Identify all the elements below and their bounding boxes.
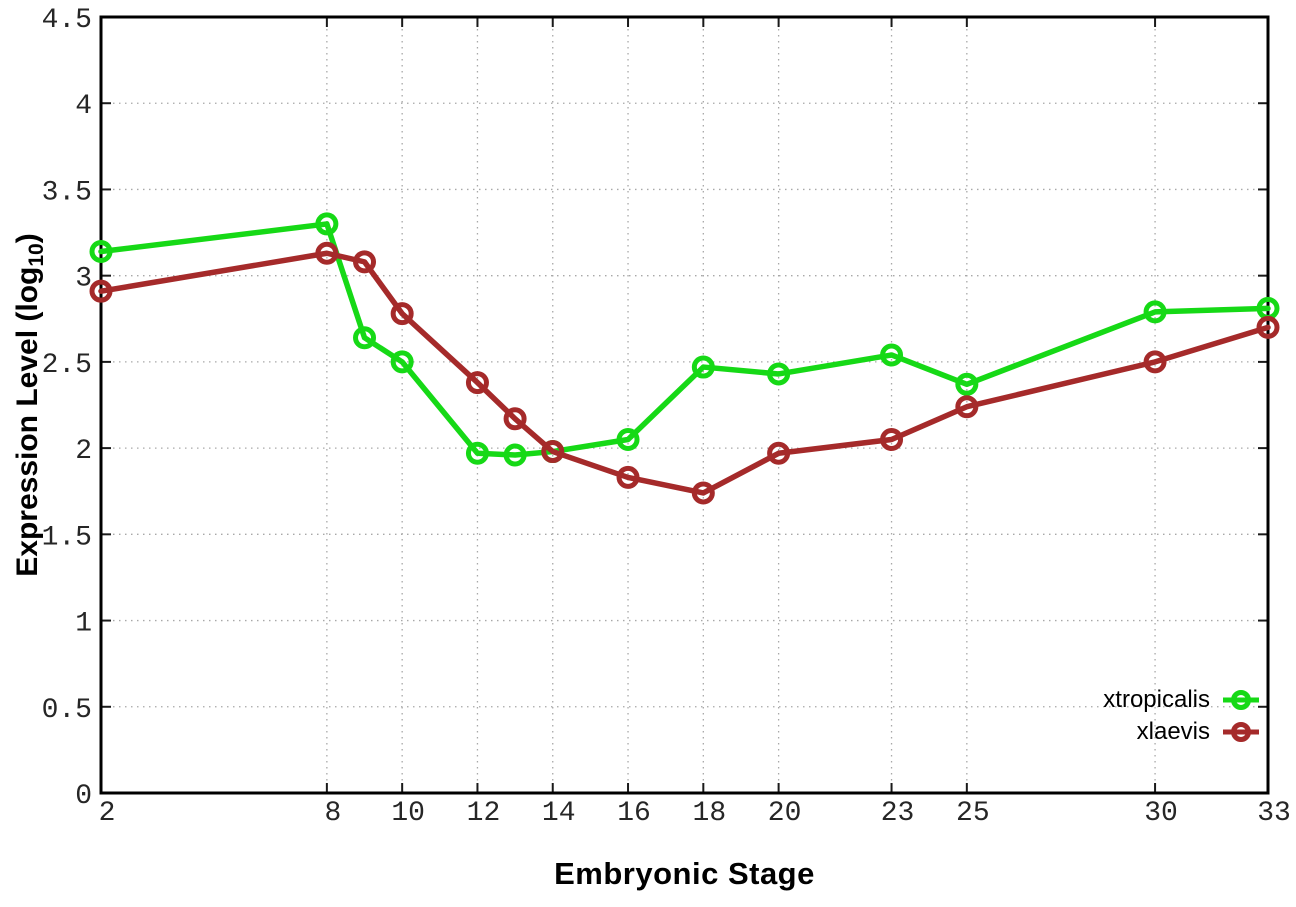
x-tick-label: 20	[768, 798, 802, 829]
x-tick-label: 2	[99, 798, 116, 829]
data-point-xtropicalis-stage-9	[353, 326, 377, 350]
y-axis-title-subscript: 10	[25, 243, 48, 267]
y-tick-label: 2.5	[42, 350, 92, 381]
y-tick-label: 1.5	[42, 522, 92, 553]
data-point-xlaevis-stage-18	[691, 481, 715, 505]
data-point-xtropicalis-stage-12	[465, 441, 489, 465]
y-tick-label: 0.5	[42, 695, 92, 726]
data-point-xlaevis-stage-25	[955, 395, 979, 419]
x-tick-label: 23	[881, 798, 915, 829]
x-tick-label: 10	[391, 798, 425, 829]
y-tick-label: 3	[75, 264, 92, 295]
data-point-xlaevis-stage-23	[880, 427, 904, 451]
x-tick-label: 8	[324, 798, 341, 829]
data-point-xlaevis-stage-12	[465, 371, 489, 395]
data-point-xlaevis-stage-33	[1256, 315, 1280, 339]
legend-label: xlaevis	[1136, 718, 1210, 745]
y-axis-title-text: Expression Level (log	[11, 266, 44, 577]
data-point-xtropicalis-stage-10	[390, 350, 414, 374]
legend-item-xtropicalis: xtropicalis	[1103, 684, 1262, 716]
data-point-xtropicalis-stage-25	[955, 372, 979, 396]
data-point-xtropicalis-stage-16	[616, 427, 640, 451]
data-point-xlaevis-stage-20	[767, 441, 791, 465]
x-tick-label: 14	[542, 798, 576, 829]
data-point-xtropicalis-stage-8	[315, 212, 339, 236]
data-point-xlaevis-stage-10	[390, 302, 414, 326]
legend: xtropicalis xlaevis	[1103, 684, 1262, 748]
data-point-xlaevis-stage-16	[616, 465, 640, 489]
y-tick-label: 4.5	[42, 5, 92, 36]
legend-item-xlaevis: xlaevis	[1137, 716, 1262, 748]
legend-label: xtropicalis	[1103, 686, 1210, 713]
y-tick-label: 3.5	[42, 177, 92, 208]
x-tick-label: 12	[467, 798, 501, 829]
legend-sample-line-icon	[1223, 722, 1259, 742]
y-axis-title: Expression Level (log10)	[11, 233, 49, 576]
x-tick-label: 33	[1257, 798, 1291, 829]
series-line-xlaevis	[98, 250, 1271, 496]
x-tick-label: 30	[1144, 798, 1178, 829]
y-tick-label: 1	[75, 609, 92, 640]
series-line-xtropicalis	[98, 221, 1271, 458]
legend-sample-line-icon	[1223, 690, 1259, 710]
x-tick-label: 25	[956, 798, 990, 829]
x-tick-label: 18	[693, 798, 727, 829]
data-point-xlaevis-stage-13	[503, 407, 527, 431]
data-point-xlaevis-stage-8	[315, 241, 339, 265]
plot-border	[99, 15, 1270, 795]
data-point-xtropicalis-stage-20	[767, 362, 791, 386]
data-point-xtropicalis-stage-23	[880, 343, 904, 367]
data-point-xtropicalis-stage-30	[1143, 300, 1167, 324]
y-tick-label: 2	[75, 436, 92, 467]
data-point-xlaevis-stage-30	[1143, 350, 1167, 374]
data-point-xlaevis-stage-9	[353, 250, 377, 274]
y-tick-label: 4	[75, 91, 92, 122]
x-tick-label: 16	[617, 798, 651, 829]
x-axis-title: Embryonic Stage	[554, 856, 815, 891]
y-tick-label: 0	[75, 781, 92, 812]
data-point-xlaevis-stage-2	[89, 279, 113, 303]
data-point-xtropicalis-stage-18	[691, 355, 715, 379]
data-point-xlaevis-stage-14	[541, 440, 565, 464]
data-point-xtropicalis-stage-2	[89, 240, 113, 264]
y-axis-title-suffix: )	[11, 233, 44, 244]
data-point-xtropicalis-stage-13	[503, 443, 527, 467]
